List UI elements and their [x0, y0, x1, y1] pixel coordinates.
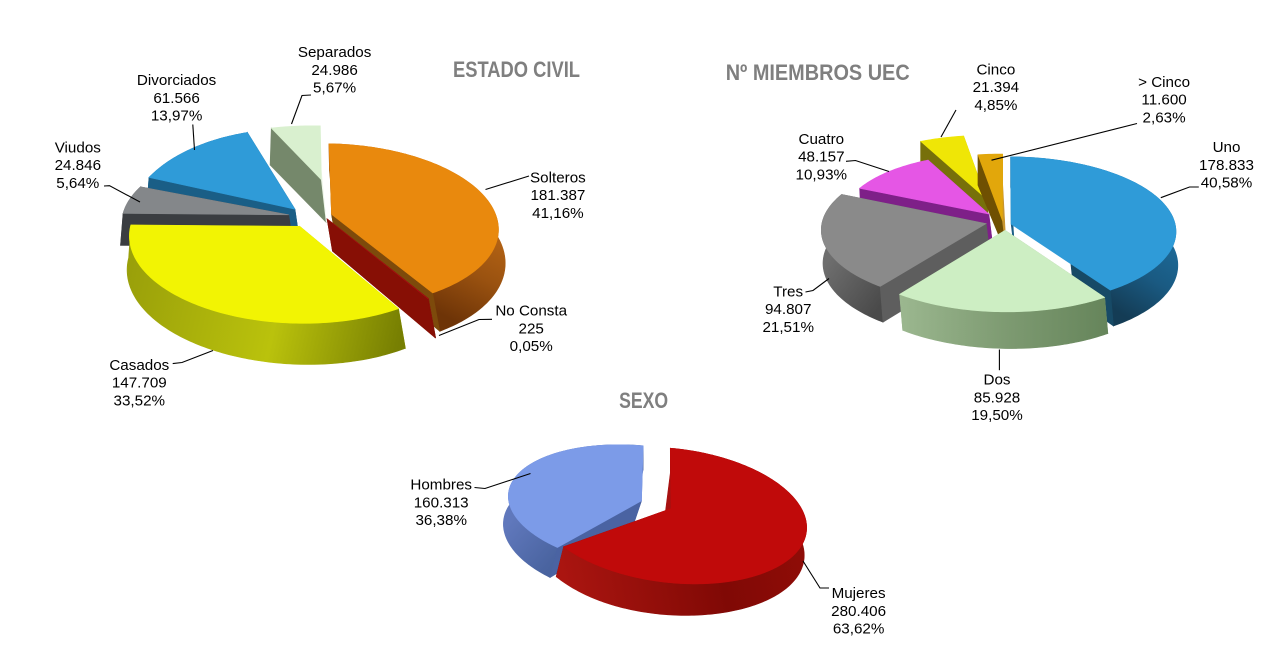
svg-text:2,63%: 2,63%	[1143, 109, 1186, 126]
svg-text:11.600: 11.600	[1141, 92, 1186, 109]
svg-text:280.406: 280.406	[831, 603, 886, 620]
svg-text:225: 225	[519, 320, 544, 337]
svg-text:SEXO: SEXO	[619, 388, 668, 413]
svg-text:24.986: 24.986	[311, 62, 357, 79]
svg-text:21,51%: 21,51%	[762, 319, 814, 336]
svg-text:40,58%: 40,58%	[1201, 175, 1253, 192]
svg-text:181.387: 181.387	[530, 187, 585, 204]
svg-text:147.709: 147.709	[112, 375, 167, 392]
svg-text:> Cinco: > Cinco	[1138, 74, 1190, 91]
svg-text:Mujeres: Mujeres	[832, 585, 886, 602]
svg-text:61.566: 61.566	[153, 90, 199, 107]
svg-text:ESTADO CIVIL: ESTADO CIVIL	[453, 57, 580, 82]
svg-text:Solteros: Solteros	[530, 169, 586, 186]
svg-text:4,85%: 4,85%	[974, 97, 1017, 114]
svg-text:Divorciados: Divorciados	[137, 72, 217, 89]
svg-text:19,50%: 19,50%	[971, 407, 1023, 424]
svg-text:Cuatro: Cuatro	[799, 131, 845, 148]
svg-text:41,16%: 41,16%	[532, 205, 584, 222]
svg-text:13,97%: 13,97%	[151, 108, 203, 125]
svg-text:Tres: Tres	[773, 283, 803, 300]
svg-text:Separados: Separados	[298, 44, 372, 61]
svg-text:94.807: 94.807	[765, 301, 811, 318]
svg-text:0,05%: 0,05%	[510, 338, 553, 355]
svg-text:Dos: Dos	[983, 372, 1010, 389]
svg-text:5,64%: 5,64%	[56, 175, 99, 192]
svg-text:36,38%: 36,38%	[415, 512, 467, 529]
svg-text:Cinco: Cinco	[976, 61, 1015, 78]
svg-text:Casados: Casados	[109, 357, 169, 374]
svg-text:21.394: 21.394	[973, 79, 1019, 96]
svg-text:Hombres: Hombres	[410, 477, 472, 494]
svg-text:63,62%: 63,62%	[833, 621, 885, 638]
svg-text:48.157: 48.157	[798, 149, 844, 166]
svg-text:5,67%: 5,67%	[313, 80, 356, 97]
svg-text:Nº MIEMBROS UEC: Nº MIEMBROS UEC	[726, 60, 910, 85]
svg-text:178.833: 178.833	[1199, 157, 1254, 174]
svg-text:33,52%: 33,52%	[114, 393, 166, 410]
svg-text:Viudos: Viudos	[55, 139, 102, 156]
svg-text:85.928: 85.928	[974, 389, 1020, 406]
svg-text:160.313: 160.313	[414, 494, 469, 511]
svg-text:10,93%: 10,93%	[796, 166, 848, 183]
svg-text:No Consta: No Consta	[495, 303, 567, 320]
svg-text:Uno: Uno	[1213, 139, 1241, 156]
svg-text:24.846: 24.846	[55, 157, 101, 174]
